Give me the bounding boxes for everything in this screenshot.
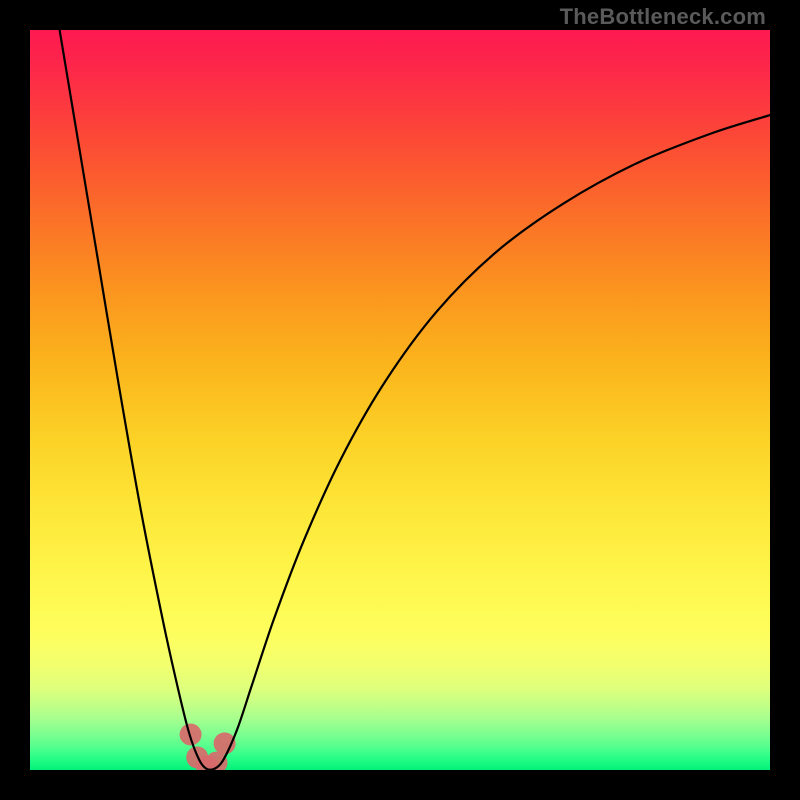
plot-area <box>30 30 770 770</box>
chart-svg <box>30 30 770 770</box>
bottleneck-curve <box>60 30 770 770</box>
watermark-text: TheBottleneck.com <box>560 4 766 30</box>
outer-frame: TheBottleneck.com <box>0 0 800 800</box>
